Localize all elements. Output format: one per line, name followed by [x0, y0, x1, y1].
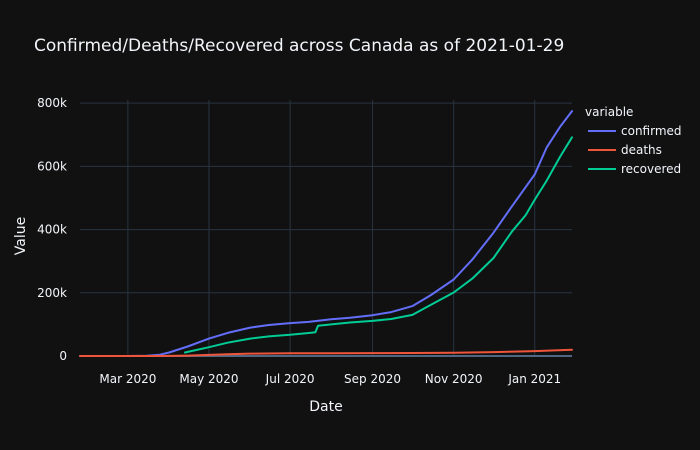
y-tick-label: 400k: [37, 223, 67, 237]
legend-item-deaths[interactable]: deaths: [588, 143, 662, 157]
x-tick-label: Sep 2020: [344, 372, 401, 386]
legend[interactable]: variable confirmed deaths recovered: [585, 105, 682, 176]
series-line-confirmed: [79, 110, 573, 357]
legend-label: confirmed: [621, 124, 682, 138]
x-axis-title: Date: [309, 399, 342, 415]
legend-item-recovered[interactable]: recovered: [588, 162, 681, 176]
chart-title: Confirmed/Deaths/Recovered across Canada…: [34, 36, 564, 56]
y-tick-label: 200k: [37, 286, 67, 300]
plot-area: [79, 100, 573, 357]
x-tick-label: Mar 2020: [99, 372, 156, 386]
y-tick-label: 800k: [37, 96, 67, 110]
legend-label: deaths: [621, 143, 662, 157]
x-gridlines: [127, 100, 536, 356]
x-tick-label: Jul 2020: [265, 372, 315, 386]
x-tick-label: Nov 2020: [425, 372, 483, 386]
series-line-deaths: [79, 348, 573, 357]
y-axis-ticks: 0 200k 400k 600k 800k: [37, 96, 67, 363]
x-tick-label: Jan 2021: [507, 372, 561, 386]
y-tick-label: 0: [59, 349, 67, 363]
legend-label: recovered: [621, 162, 681, 176]
legend-items: confirmed deaths recovered: [588, 124, 682, 176]
x-axis-ticks: Mar 2020 May 2020 Jul 2020 Sep 2020 Nov 2020…: [99, 372, 561, 386]
y-axis-title: Value: [13, 217, 29, 255]
x-tick-label: May 2020: [179, 372, 238, 386]
series-lines: [79, 110, 573, 357]
legend-item-confirmed[interactable]: confirmed: [588, 124, 682, 138]
y-tick-label: 600k: [37, 159, 67, 173]
series-line-recovered: [184, 136, 573, 354]
legend-title: variable: [585, 105, 633, 119]
